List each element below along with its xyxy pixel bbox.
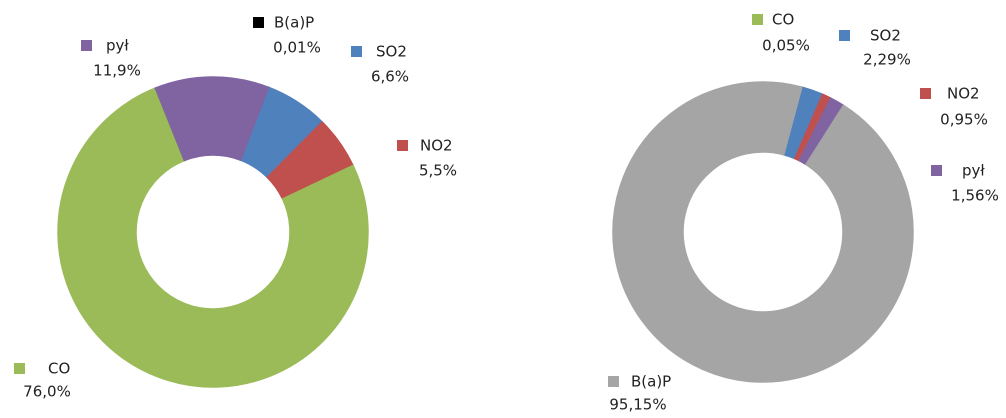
slice-name: CO	[772, 11, 794, 29]
slice-value-label: 1,56%	[951, 187, 999, 205]
slice-value-label: 0,95%	[940, 111, 988, 129]
slice-name: pył	[962, 162, 985, 180]
legend-swatch	[14, 363, 25, 374]
legend-swatch	[839, 30, 850, 41]
slice-value-label: 76,0%	[23, 383, 71, 401]
slice-name: SO2	[376, 43, 407, 61]
donut-slice	[612, 81, 914, 383]
slice-value-label: 11,9%	[93, 62, 141, 80]
slice-name: B(a)P	[274, 14, 314, 32]
legend-swatch	[351, 46, 362, 57]
slice-name: CO	[48, 360, 70, 378]
legend-swatch	[608, 376, 619, 387]
legend-swatch	[253, 17, 264, 28]
slice-value-label: 5,5%	[419, 162, 457, 180]
donut-slice	[154, 76, 270, 162]
slice-value-label: 0,05%	[762, 37, 810, 55]
legend-swatch	[397, 140, 408, 151]
slice-value-label: 2,29%	[863, 51, 911, 69]
slice-name: NO2	[420, 137, 453, 155]
legend-swatch	[81, 40, 92, 51]
slice-name: B(a)P	[631, 373, 671, 391]
slice-value-label: 0,01%	[273, 39, 321, 57]
slice-value-label: 95,15%	[609, 396, 666, 414]
slice-name: pył	[106, 37, 129, 55]
donut-slice	[57, 87, 369, 388]
legend-swatch	[920, 88, 931, 99]
slice-name: SO2	[870, 27, 901, 45]
slice-value-label: 6,6%	[371, 68, 409, 86]
legend-swatch	[752, 14, 763, 25]
legend-swatch	[931, 165, 942, 176]
slice-name: NO2	[947, 85, 980, 103]
